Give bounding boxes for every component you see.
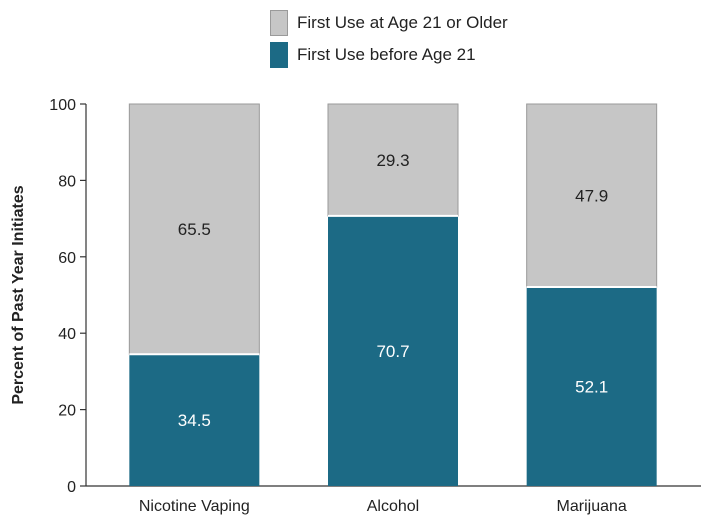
bar-segment bbox=[327, 103, 459, 217]
x-tick-label: Alcohol bbox=[367, 498, 419, 515]
legend: First Use at Age 21 or Older First Use b… bbox=[270, 8, 508, 72]
legend-item-age21-older: First Use at Age 21 or Older bbox=[270, 8, 508, 38]
y-tick-label: 100 bbox=[49, 97, 76, 114]
bar-segment bbox=[128, 103, 260, 355]
legend-item-before-age21: First Use before Age 21 bbox=[270, 40, 508, 70]
bars bbox=[128, 103, 658, 486]
y-tick-label: 60 bbox=[58, 250, 76, 267]
bar-value-label: 29.3 bbox=[376, 151, 409, 170]
bar-value-label: 65.5 bbox=[178, 220, 211, 239]
legend-swatch-before-age21 bbox=[270, 42, 288, 68]
legend-swatch-age21-older bbox=[270, 10, 288, 36]
bar-value-label: 34.5 bbox=[178, 411, 211, 430]
y-tick-label: 40 bbox=[58, 326, 76, 343]
legend-label-before-age21: First Use before Age 21 bbox=[297, 45, 476, 64]
bar-segment bbox=[526, 103, 658, 288]
x-tick-label: Marijuana bbox=[557, 498, 627, 515]
bar-segment bbox=[129, 354, 260, 486]
bar-value-label: 70.7 bbox=[376, 342, 409, 361]
legend-label-age21-older: First Use at Age 21 or Older bbox=[297, 13, 508, 32]
y-tick-label: 0 bbox=[67, 479, 76, 496]
bar-value-label: 52.1 bbox=[575, 377, 608, 396]
x-tick-label: Nicotine Vaping bbox=[139, 498, 250, 515]
axes: 0 20 40 60 80 100 Nicotine Vaping Alcohol Mariju… bbox=[49, 97, 701, 515]
bar-segment bbox=[328, 215, 458, 486]
y-tick-label: 80 bbox=[58, 173, 76, 190]
data-labels: 34.5 65.5 70.7 29.3 52.1 47.9 bbox=[178, 151, 608, 430]
bar-value-label: 47.9 bbox=[575, 186, 608, 205]
y-tick-label: 20 bbox=[58, 403, 76, 420]
bar-segment bbox=[526, 286, 657, 486]
y-axis-label: Percent of Past Year Initiates bbox=[10, 185, 27, 404]
